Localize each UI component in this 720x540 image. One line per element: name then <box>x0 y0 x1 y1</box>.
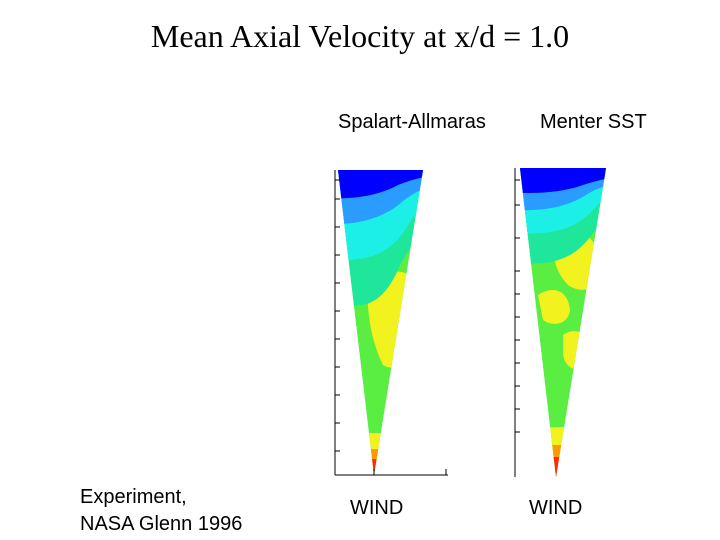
panel-label-spalart-allmaras: Spalart-Allmaras <box>338 111 486 133</box>
panel-label-menter-sst: Menter SST <box>540 111 647 133</box>
experiment-caption-line2: NASA Glenn 1996 <box>80 513 243 535</box>
panel-code-label-left: WIND <box>350 497 404 519</box>
slide-title: Mean Axial Velocity at x/d = 1.0 <box>150 18 570 54</box>
contour-plot-menter-sst <box>514 168 606 477</box>
contour-plot-spalart-allmaras <box>334 170 448 476</box>
panel-code-label-right: WIND <box>529 497 583 519</box>
experiment-caption: Experiment, NASA Glenn 1996 <box>80 484 242 538</box>
experiment-caption-line1: Experiment, <box>80 486 187 508</box>
